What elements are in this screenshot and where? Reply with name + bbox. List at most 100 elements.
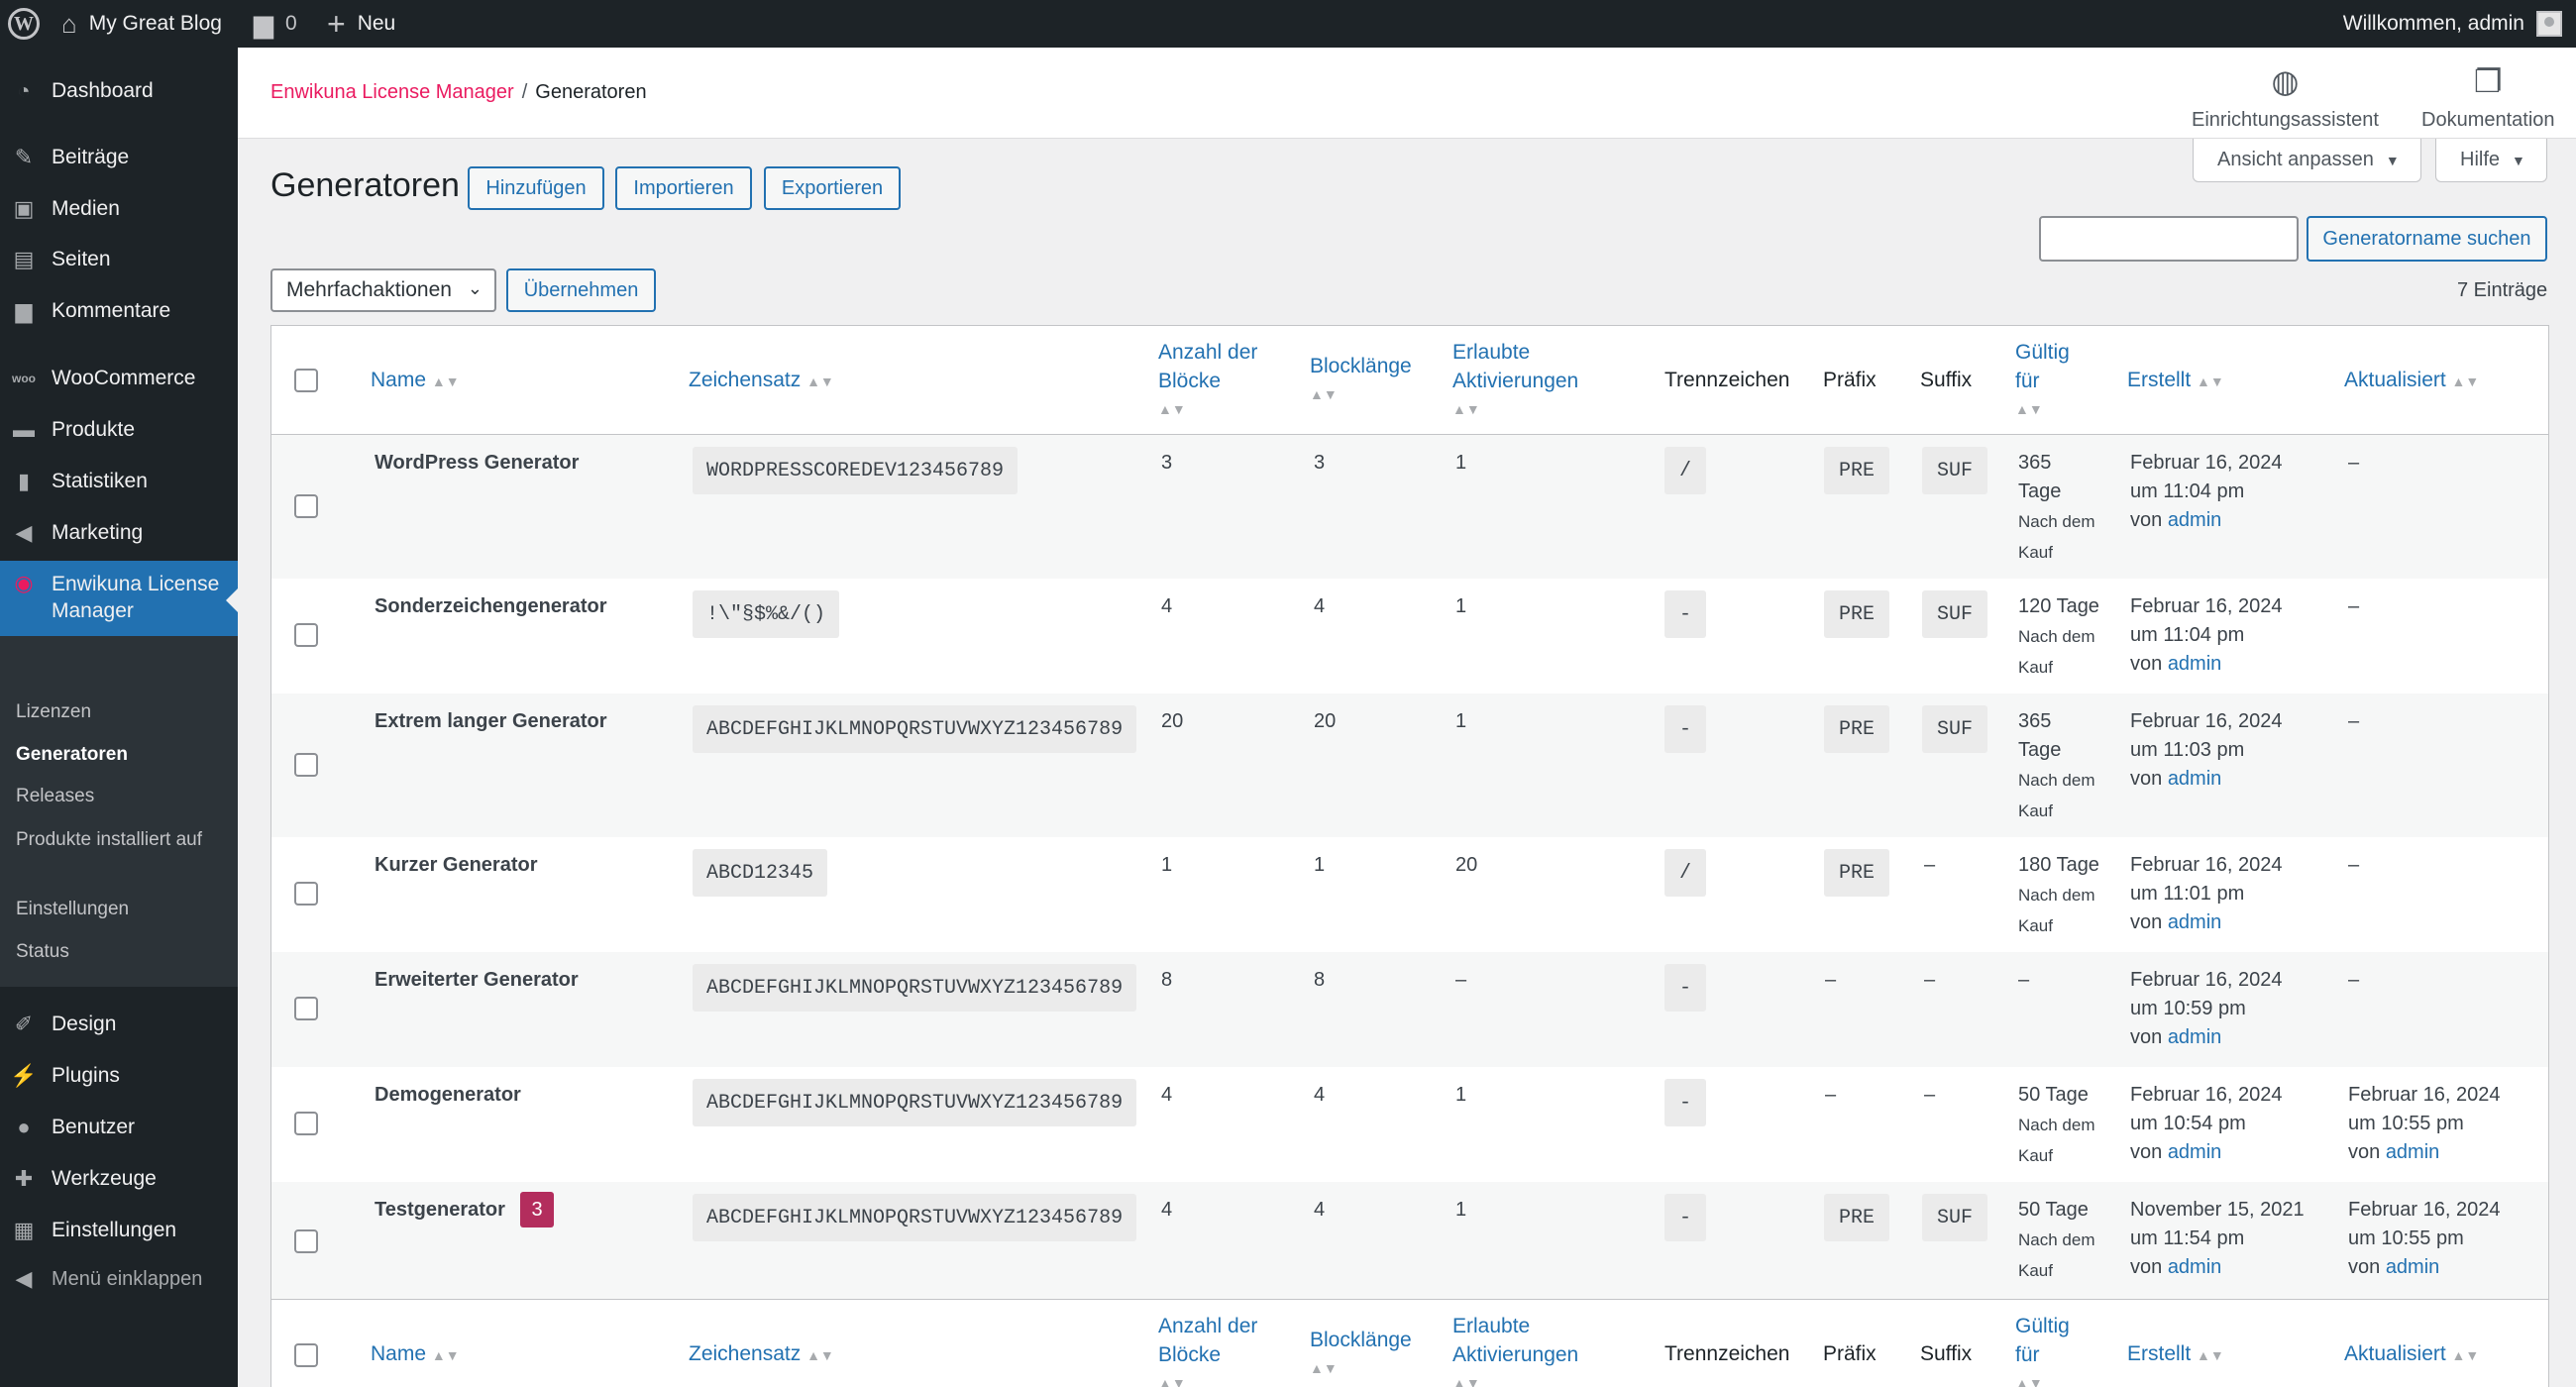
- column-label: Aktivierungen: [1452, 1343, 1579, 1366]
- breadcrumb: Enwikuna License Manager / Generatoren: [270, 81, 647, 104]
- submenu-item-licenses[interactable]: Lizenzen: [16, 701, 92, 722]
- created-user-link[interactable]: admin: [2167, 1141, 2222, 1163]
- column-valid-footer[interactable]: Gültig für ▲▼: [2015, 1312, 2070, 1387]
- select-all-checkbox[interactable]: [294, 369, 318, 392]
- column-name-footer[interactable]: Name ▲▼: [371, 1339, 460, 1370]
- generator-name[interactable]: Kurzer Generator: [375, 854, 538, 876]
- row-checkbox[interactable]: [294, 997, 318, 1020]
- created-user-link[interactable]: admin: [2167, 911, 2222, 933]
- sort-icon: ▲▼: [431, 1347, 460, 1363]
- export-button[interactable]: Exportieren: [764, 166, 901, 210]
- created-user-link[interactable]: admin: [2167, 509, 2222, 531]
- charset-code: ABCD12345: [693, 849, 828, 897]
- updated-user-link[interactable]: admin: [2385, 1141, 2440, 1163]
- separator-value: -: [1664, 590, 1706, 638]
- separator-value: -: [1664, 1079, 1706, 1126]
- row-checkbox[interactable]: [294, 882, 318, 906]
- sidebar-item-media[interactable]: ▣ Medien: [0, 189, 238, 229]
- created-user-link[interactable]: admin: [2167, 1256, 2222, 1278]
- sidebar-item-plugins[interactable]: ⚡ Plugins: [0, 1056, 238, 1096]
- sidebar-item-design[interactable]: ✐ Design: [0, 1005, 238, 1044]
- submenu-item-status[interactable]: Status: [16, 941, 69, 962]
- column-charset-header[interactable]: Zeichensatz ▲▼: [689, 366, 834, 396]
- row-checkbox[interactable]: [294, 1112, 318, 1135]
- column-activations-footer[interactable]: Erlaubte Aktivierungen ▲▼: [1452, 1312, 1578, 1387]
- my-account-link[interactable]: Willkommen, admin: [2343, 0, 2562, 48]
- apply-button[interactable]: Übernehmen: [506, 268, 656, 312]
- created-user-link[interactable]: admin: [2167, 1026, 2222, 1048]
- column-created-footer[interactable]: Erstellt ▲▼: [2127, 1339, 2224, 1370]
- generator-name[interactable]: Extrem langer Generator: [375, 710, 607, 732]
- column-blocklength-footer[interactable]: Blocklänge ▲▼: [1310, 1326, 1412, 1383]
- setup-wizard-link[interactable]: ◍ Einrichtungsassistent: [2192, 63, 2379, 132]
- row-checkbox[interactable]: [294, 494, 318, 518]
- valid-for: 50 Tage Nach dem Kauf: [2018, 1196, 2094, 1286]
- submenu-item-settings[interactable]: Einstellungen: [16, 899, 130, 919]
- created-time: um 11:54 pm: [2130, 1227, 2245, 1249]
- sidebar-item-users[interactable]: ● Benutzer: [0, 1108, 238, 1147]
- sort-icon: ▲▼: [2197, 1347, 2224, 1363]
- sidebar-item-woocommerce[interactable]: woo WooCommerce: [0, 359, 238, 398]
- sidebar-item-pages[interactable]: ▤ Seiten: [0, 240, 238, 279]
- pin-icon: ✎: [14, 145, 34, 169]
- search-input[interactable]: [2039, 216, 2299, 262]
- submenu-item-installed-products[interactable]: Produkte installiert auf: [16, 829, 202, 850]
- wordpress-logo-icon: W: [8, 8, 40, 40]
- generator-name[interactable]: WordPress Generator: [375, 452, 580, 474]
- comments-link[interactable]: ▆ 0: [254, 0, 297, 48]
- sidebar-item-enwikuna-license-manager[interactable]: ◉ Enwikuna License Manager: [0, 561, 238, 636]
- column-created-header[interactable]: Erstellt ▲▼: [2127, 366, 2224, 396]
- search-button[interactable]: Generatorname suchen: [2307, 216, 2547, 262]
- valid-note: Nach dem: [2018, 512, 2095, 531]
- column-activations-header[interactable]: Erlaubte Aktivierungen ▲▼: [1452, 338, 1578, 424]
- column-updated-footer[interactable]: Aktualisiert ▲▼: [2344, 1339, 2479, 1370]
- new-content-link[interactable]: + Neu: [327, 0, 395, 48]
- bulk-actions-select[interactable]: Mehrfachaktionen ⌄: [270, 268, 496, 312]
- help-button[interactable]: Hilfe ▼: [2435, 139, 2547, 182]
- column-charset-footer[interactable]: Zeichensatz ▲▼: [689, 1339, 834, 1370]
- breadcrumb-parent-link[interactable]: Enwikuna License Manager: [270, 81, 514, 103]
- column-blocklength-header[interactable]: Blocklänge ▲▼: [1310, 352, 1412, 409]
- row-checkbox[interactable]: [294, 623, 318, 647]
- generator-name[interactable]: Sonderzeichengenerator: [375, 595, 607, 617]
- sidebar-item-settings[interactable]: ▦ Einstellungen: [0, 1211, 238, 1250]
- screen-options-button[interactable]: Ansicht anpassen ▼: [2193, 139, 2421, 182]
- import-button[interactable]: Importieren: [615, 166, 752, 210]
- suffix-value: –: [1924, 969, 1936, 991]
- blocks-value: 4: [1161, 1199, 1173, 1221]
- generator-name[interactable]: Testgenerator: [375, 1199, 505, 1221]
- sidebar-item-tools[interactable]: ✚ Werkzeuge: [0, 1159, 238, 1199]
- created-user-link[interactable]: admin: [2167, 653, 2222, 675]
- column-blocks-footer[interactable]: Anzahl der Blöcke ▲▼: [1158, 1312, 1257, 1387]
- generator-name[interactable]: Erweiterter Generator: [375, 969, 579, 991]
- row-checkbox[interactable]: [294, 753, 318, 777]
- documentation-link[interactable]: ❐ Dokumentation: [2421, 63, 2555, 132]
- documentation-icon: ❐: [2473, 63, 2503, 99]
- sidebar-item-label: Einstellungen: [52, 1219, 177, 1241]
- sidebar-item-comments[interactable]: ▆ Kommentare: [0, 291, 238, 331]
- sidebar-item-dashboard[interactable]: ◔ Dashboard: [0, 71, 238, 111]
- column-name-header[interactable]: Name ▲▼: [371, 366, 460, 396]
- sidebar-item-statistics[interactable]: ▮ Statistiken: [0, 462, 238, 501]
- wordpress-logo-button[interactable]: W: [8, 0, 40, 48]
- select-all-checkbox-footer[interactable]: [294, 1343, 318, 1367]
- site-name-link[interactable]: ⌂ My Great Blog: [61, 0, 222, 48]
- collapse-menu-button[interactable]: ◀ Menü einklappen: [0, 1259, 238, 1299]
- charset-code: !\"§$%&/(): [693, 590, 840, 638]
- column-updated-header[interactable]: Aktualisiert ▲▼: [2344, 366, 2479, 396]
- submenu-item-releases[interactable]: Releases: [16, 786, 95, 806]
- column-label: Zeichensatz: [689, 1342, 802, 1365]
- sidebar-item-products[interactable]: ▬ Produkte: [0, 410, 238, 450]
- column-blocks-header[interactable]: Anzahl der Blöcke ▲▼: [1158, 338, 1257, 424]
- column-label: Aktualisiert: [2344, 369, 2446, 391]
- column-valid-header[interactable]: Gültig für ▲▼: [2015, 338, 2070, 424]
- created-user-link[interactable]: admin: [2167, 768, 2222, 790]
- sidebar-item-posts[interactable]: ✎ Beiträge: [0, 138, 238, 177]
- sidebar-item-marketing[interactable]: ◀ Marketing: [0, 513, 238, 553]
- generator-name[interactable]: Demogenerator: [375, 1084, 521, 1106]
- row-checkbox[interactable]: [294, 1229, 318, 1253]
- submenu-item-generators[interactable]: Generatoren: [16, 744, 128, 765]
- prefix-value: PRE: [1824, 705, 1889, 753]
- updated-user-link[interactable]: admin: [2385, 1256, 2440, 1278]
- add-button[interactable]: Hinzufügen: [468, 166, 604, 210]
